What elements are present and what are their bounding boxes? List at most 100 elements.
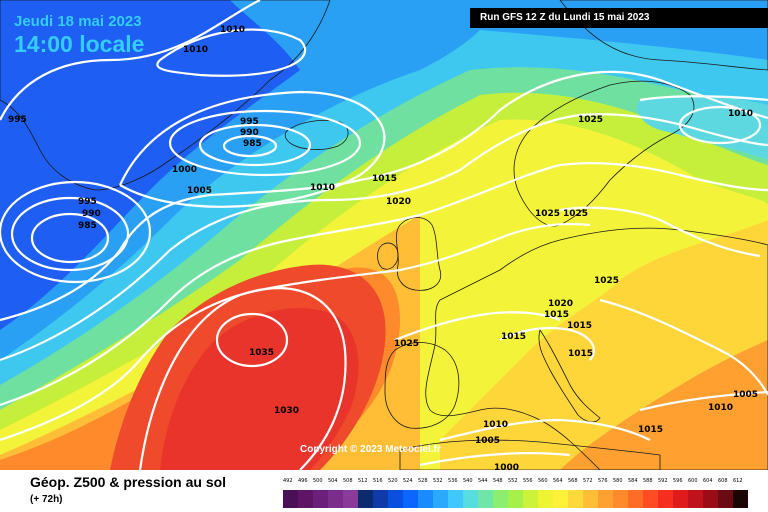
isobar-label: 1035 (249, 348, 274, 358)
isobar-label: 1025 (594, 276, 619, 286)
map-canvas: 1010 1010 995 995 990 985 1000 1005 1010… (0, 0, 768, 470)
isobar-990-ring (198, 123, 312, 167)
legend-label: 580 (613, 478, 623, 484)
legend-label: 592 (658, 478, 668, 484)
legend-swatch (388, 490, 403, 508)
legend-label: 492 (283, 478, 293, 484)
legend-swatch (673, 490, 688, 508)
z500-band-blue-east (636, 95, 768, 160)
legend-swatch (658, 490, 673, 508)
lead-time: (+ 72h) (30, 494, 63, 505)
legend-swatch (358, 490, 373, 508)
isobar-1010-south (439, 418, 651, 442)
isobar-1015 (0, 161, 768, 407)
isobar-label: 985 (78, 221, 97, 231)
legend-label: 608 (718, 478, 728, 484)
weather-map: 1010 1010 995 995 990 985 1000 1005 1010… (0, 0, 768, 470)
legend-label: 600 (688, 478, 698, 484)
legend-swatch (688, 490, 703, 508)
isobar-label: 1010 (183, 45, 208, 55)
isobar-label: 1015 (501, 332, 526, 342)
legend-swatch (613, 490, 628, 508)
isobar-label: 995 (8, 115, 27, 125)
isobar-label: 1010 (708, 403, 733, 413)
isobar-1000 (119, 90, 386, 208)
legend-label: 536 (448, 478, 458, 484)
legend-swatch (703, 490, 718, 508)
isobar-1015-east (599, 298, 768, 396)
isobar-label: 1000 (172, 165, 197, 175)
legend-swatch (628, 490, 643, 508)
isobar-1000-north (0, 0, 261, 121)
isobar-label: 1020 (386, 197, 411, 207)
legend-swatch (493, 490, 508, 508)
isobar-1010-ring-east (678, 105, 762, 145)
isobar-label: 1025 (535, 209, 560, 219)
legend-label: 572 (583, 478, 593, 484)
isobar-label: 1020 (548, 299, 573, 309)
isobar-label: 1010 (728, 109, 753, 119)
legend-label: 612 (733, 478, 743, 484)
isobar-label: 1005 (187, 186, 212, 196)
isobar-label: 995 (78, 197, 97, 207)
isobar-label: 1030 (274, 406, 299, 416)
isobar-label: 995 (240, 117, 259, 127)
isobar-label: 1010 (220, 25, 245, 35)
isobar-label: 990 (82, 209, 101, 219)
legend-swatch (373, 490, 388, 508)
isobar-label: 1010 (310, 183, 335, 193)
legend-label: 560 (538, 478, 548, 484)
legend-swatch (598, 490, 613, 508)
isobar-1010-east (639, 390, 768, 412)
coastlines (0, 0, 768, 470)
legend-label: 584 (628, 478, 638, 484)
legend-label: 588 (643, 478, 653, 484)
isobar-1010-northeast (639, 95, 768, 102)
isobars (0, 0, 768, 470)
isobar-label: 1000 (494, 463, 519, 470)
legend-label: 540 (463, 478, 473, 484)
legend-swatch (478, 490, 493, 508)
legend-swatch (523, 490, 538, 508)
isobar-label-group: 1010 1010 995 995 990 985 1000 1005 1010… (8, 25, 758, 470)
legend-swatch (448, 490, 463, 508)
isobar-label: 1015 (638, 425, 663, 435)
legend-label: 528 (418, 478, 428, 484)
isobar-label: 1015 (568, 349, 593, 359)
isobar-1005 (0, 70, 768, 322)
isobar-1005-south (419, 451, 571, 467)
z500-band-red-core (160, 308, 359, 470)
legend-swatch (328, 490, 343, 508)
isobar-label: 1025 (563, 209, 588, 219)
legend-swatch (643, 490, 658, 508)
isobar-1010-north (156, 28, 307, 77)
isobar-995-ring-west (0, 180, 152, 284)
legend-label: 508 (343, 478, 353, 484)
legend-swatch (733, 490, 748, 508)
isobar-1020 (0, 222, 591, 442)
legend-label: 504 (328, 478, 338, 484)
legend-label: 524 (403, 478, 413, 484)
run-banner: Run GFS 12 Z du Lundi 15 mai 2023 (470, 8, 768, 28)
legend-swatch (538, 490, 553, 508)
forecast-date: Jeudi 18 mai 2023 (14, 13, 142, 30)
legend-label: 544 (478, 478, 488, 484)
legend-swatch (418, 490, 433, 508)
isobar-label: 1025 (394, 339, 419, 349)
legend-swatch (403, 490, 418, 508)
forecast-time: 14:00 locale (14, 31, 145, 57)
legend-swatch (298, 490, 313, 508)
legend-label: 604 (703, 478, 713, 484)
legend-swatch (343, 490, 358, 508)
legend-label: 556 (523, 478, 533, 484)
legend-label: 564 (553, 478, 563, 484)
legend-swatch (568, 490, 583, 508)
isobar-1025-west (394, 311, 561, 342)
legend-labels: 492 496 500 504 508 512 516 520 524 528 532 536 540 5… (283, 478, 753, 488)
legend-swatch (433, 490, 448, 508)
color-scale-legend (283, 490, 748, 508)
legend-swatch (313, 490, 328, 508)
isobar-1015-alps (499, 326, 595, 361)
isobar-990-ring-west (10, 196, 130, 272)
legend-swatch (583, 490, 598, 508)
